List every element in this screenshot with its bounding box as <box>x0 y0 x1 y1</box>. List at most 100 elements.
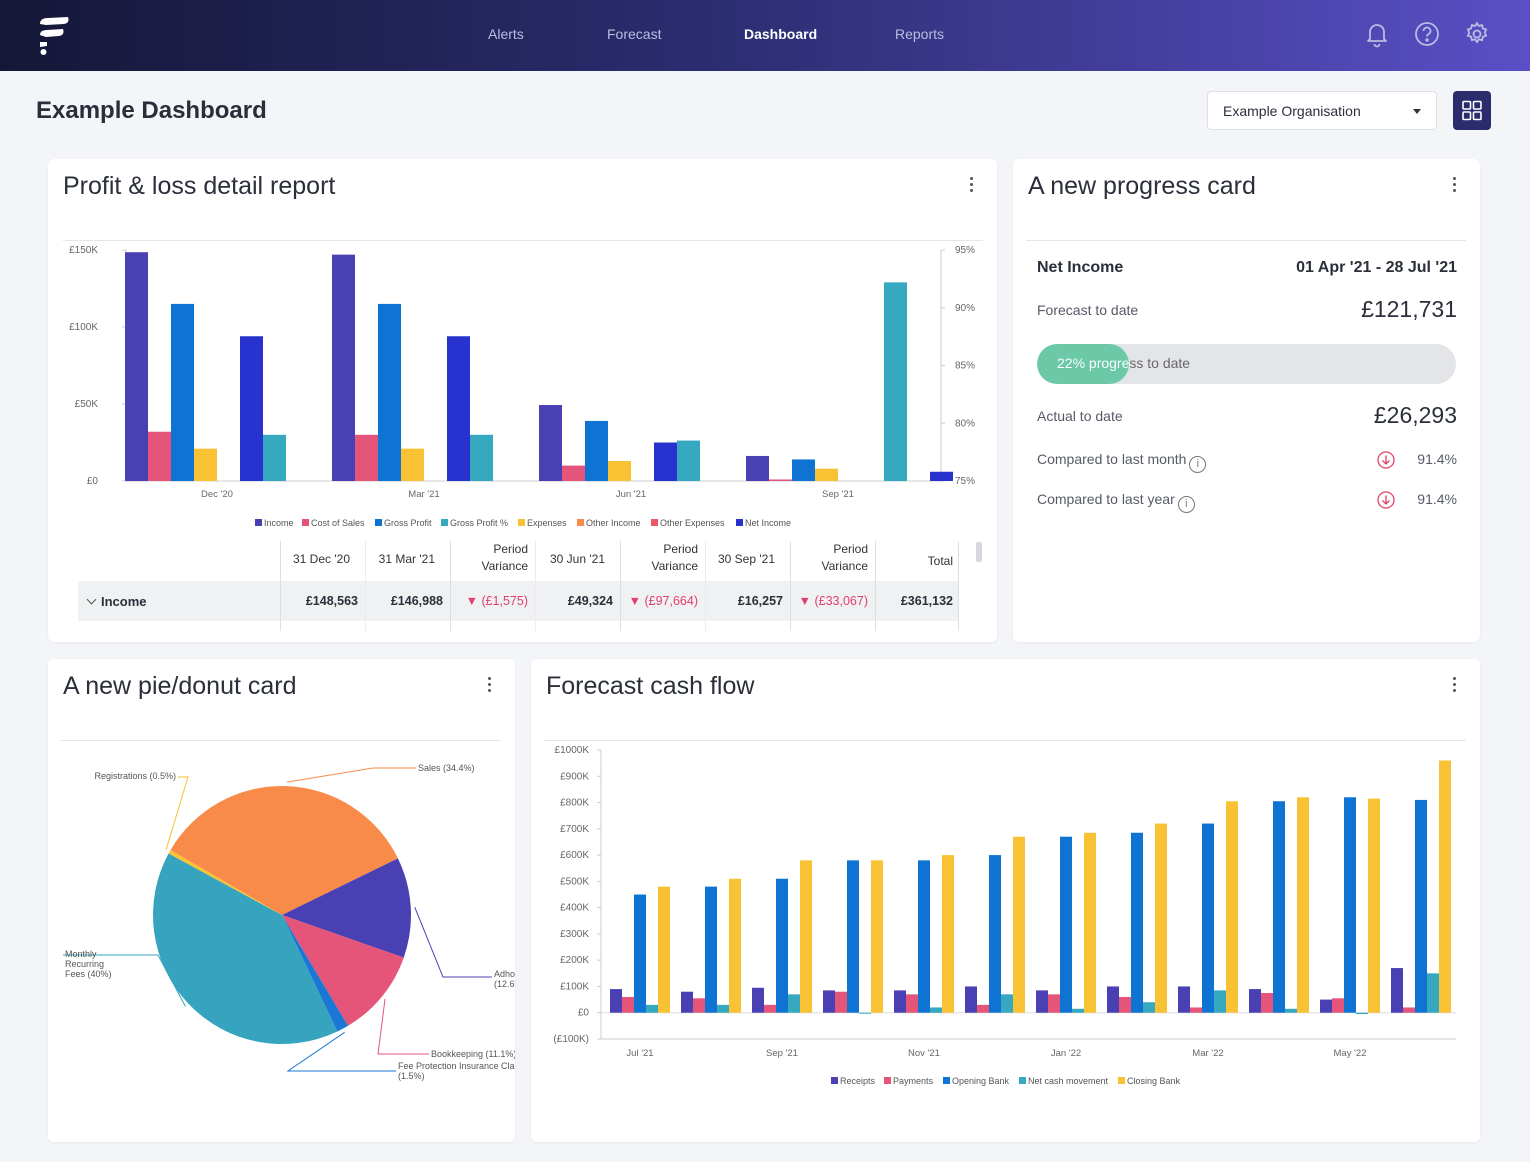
bar-receipts <box>894 990 906 1013</box>
page-title: Example Dashboard <box>36 97 267 124</box>
x-tick-label: Dec '20 <box>201 489 233 500</box>
y-tick-label: £150K <box>69 245 98 256</box>
y-tick-label: £300K <box>560 929 589 940</box>
cashflow-card-menu-icon[interactable] <box>1453 677 1457 693</box>
top-bar: Alerts Forecast Dashboard Reports <box>0 0 1530 71</box>
bar-net-cash-movement <box>788 994 800 1013</box>
col-header[interactable]: Period Variance <box>481 542 528 573</box>
pie-slice <box>170 786 398 915</box>
bar-opening-bank <box>776 878 788 1013</box>
pie-chart: Sales (34.4%) Adhoc Work(12.6%) Bookkeepin… <box>63 763 515 1081</box>
table-scrollbar[interactable] <box>976 542 982 562</box>
bar-closing-bank <box>1226 801 1238 1013</box>
bar-gross-profit <box>378 303 401 481</box>
legend-swatch <box>302 519 309 526</box>
legend-label: Other Income <box>586 518 641 528</box>
pie-label: Fee Protection Insurance Claims <box>398 1061 515 1071</box>
bar-gross-profit-pct <box>470 434 493 481</box>
legend-label: Gross Profit % <box>450 518 508 528</box>
bar-net-cash-movement <box>1356 1012 1368 1015</box>
grid-layout-icon <box>1462 100 1482 121</box>
pl-report-card: Profit & loss detail report £0 £50K £100K £… <box>48 159 997 642</box>
x-tick-label: Mar '21 <box>408 489 439 500</box>
progress-card-divider <box>1026 240 1466 241</box>
col-header[interactable]: Total <box>927 554 953 568</box>
bar-closing-bank <box>658 886 670 1013</box>
gear-icon[interactable] <box>1464 20 1490 48</box>
bar-expenses <box>401 448 424 481</box>
triangle-down-icon: ▼ <box>628 594 645 608</box>
bar-net-cash-movement <box>1143 1002 1155 1013</box>
legend-swatch <box>651 519 658 526</box>
bar-net-cash-movement <box>717 1004 729 1013</box>
table-cell-negative: ▼ (£33,067) <box>790 594 868 608</box>
y-tick-label: £600K <box>560 850 589 861</box>
actual-row: Actual to date £26,293 <box>1037 402 1457 428</box>
progress-card-title: A new progress card <box>1028 172 1256 200</box>
bar-income <box>125 252 148 481</box>
table-divider <box>365 541 366 631</box>
bar-payments <box>1119 996 1131 1013</box>
table-cell: £146,988 <box>390 594 443 608</box>
pie-card-menu-icon[interactable] <box>488 677 492 693</box>
bar-payments <box>977 1004 989 1013</box>
bar-closing-bank <box>800 860 812 1013</box>
col-header[interactable]: 30 Jun '21 <box>549 552 605 566</box>
row-label[interactable]: Income <box>86 594 147 609</box>
bar-receipts <box>1107 986 1119 1013</box>
pie-leader-line <box>414 906 492 978</box>
y-tick-label: £500K <box>560 876 589 887</box>
chevron-down-icon <box>1413 109 1421 114</box>
progress-card-menu-icon[interactable] <box>1453 177 1457 193</box>
table-cell: £361,132 <box>900 594 953 608</box>
bar-closing-bank <box>871 860 883 1013</box>
y-tick-label: £200K <box>560 955 589 966</box>
organisation-select[interactable]: Example Organisation <box>1207 91 1437 130</box>
info-icon[interactable]: i <box>1177 496 1195 513</box>
triangle-down-icon: ▼ <box>798 594 815 608</box>
table-divider <box>705 541 706 631</box>
y2-tick-label: 95% <box>955 245 975 256</box>
col-header[interactable]: Period Variance <box>651 542 698 573</box>
cashflow-card-divider <box>544 740 1466 741</box>
layout-toggle-button[interactable] <box>1453 91 1491 130</box>
actual-value: £26,293 <box>1373 402 1457 428</box>
bar-cost-of-sales <box>148 431 171 481</box>
bar-net-cash-movement <box>1427 973 1439 1013</box>
col-header[interactable]: 30 Sep '21 <box>717 552 775 566</box>
nav-alerts[interactable]: Alerts <box>488 26 524 42</box>
legend-label: Receipts <box>840 1076 876 1086</box>
table-row-income[interactable] <box>78 581 958 621</box>
nav-forecast[interactable]: Forecast <box>607 26 662 42</box>
bell-icon[interactable] <box>1364 20 1390 48</box>
app-logo-icon[interactable] <box>38 16 72 56</box>
last-year-value: 91.4% <box>1417 491 1457 507</box>
pl-card-menu-icon[interactable] <box>970 177 974 193</box>
help-circle-icon[interactable] <box>1414 20 1440 48</box>
bar-net-cash-movement <box>1072 1008 1084 1013</box>
bar-receipts <box>1178 986 1190 1013</box>
pie-label: (12.6%) <box>494 979 515 989</box>
pie-label: Fees (40%) <box>65 969 112 979</box>
chevron-down-icon[interactable] <box>86 594 97 605</box>
pie-leader-line <box>377 999 429 1055</box>
col-header[interactable]: 31 Dec '20 <box>293 552 350 566</box>
bar-receipts <box>1249 989 1261 1013</box>
x-tick-label: Jan '22 <box>1051 1048 1081 1059</box>
progress-card: A new progress card Net Income 01 Apr '2… <box>1013 159 1480 642</box>
y-tick-label: £800K <box>560 798 589 809</box>
x-tick-label: Sep '21 <box>766 1048 798 1059</box>
bar-net-cash-movement <box>859 1012 871 1014</box>
table-divider <box>535 541 536 631</box>
info-icon[interactable]: i <box>1189 456 1207 473</box>
bar-opening-bank <box>1273 801 1285 1013</box>
nav-dashboard[interactable]: Dashboard <box>744 26 818 42</box>
col-header[interactable]: 31 Mar '21 <box>378 552 435 566</box>
bar-closing-bank <box>1013 836 1025 1013</box>
cell-value: (£97,664) <box>644 594 698 608</box>
y-tick-label: £100K <box>560 981 589 992</box>
nav-reports[interactable]: Reports <box>895 26 945 42</box>
pie-slice <box>282 915 404 1026</box>
bar-payments <box>1261 993 1273 1013</box>
col-header[interactable]: Period Variance <box>821 542 868 573</box>
